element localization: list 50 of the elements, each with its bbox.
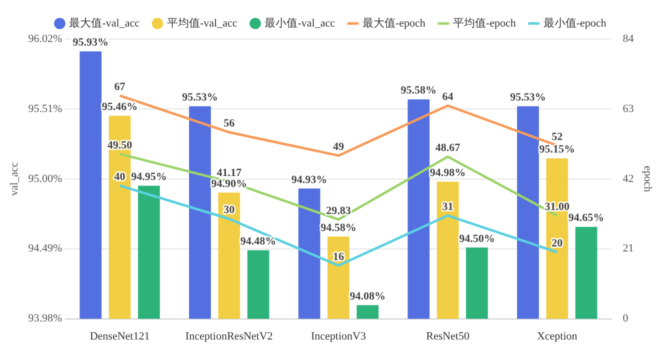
data-label: 95.46% <box>102 101 138 114</box>
legend-label: 平均值-val_acc <box>166 17 238 30</box>
data-label: 94.08% <box>350 290 386 302</box>
data-label: 64 <box>442 90 454 103</box>
legend-label: 最小值-epoch <box>543 16 607 30</box>
data-label: 16 <box>332 250 344 263</box>
y-tick-label: 96.02% <box>28 32 62 45</box>
y-tick-label: 94.49% <box>28 242 62 255</box>
x-tick-label: InceptionV3 <box>310 330 366 342</box>
y-axis-title: val_acc <box>8 162 20 196</box>
y2-tick-label: 63 <box>622 102 634 115</box>
data-label: 94.98% <box>430 166 466 179</box>
data-label: 20 <box>552 238 564 250</box>
x-tick-label: Xception <box>536 330 578 342</box>
data-label: 31 <box>442 200 454 213</box>
data-label: 95.53% <box>510 92 546 104</box>
x-tick-label: DenseNet121 <box>90 330 150 342</box>
y2-tick-label: 0 <box>622 312 629 325</box>
data-label: 67 <box>114 80 126 93</box>
y2-tick-label: 42 <box>622 172 634 185</box>
legend-label: 平均值-epoch <box>452 17 516 30</box>
legend-label: 最小值-val_acc <box>264 16 336 30</box>
data-label: 94.58% <box>320 222 356 234</box>
data-label: 95.53% <box>182 92 218 104</box>
y-tick-label: 93.98% <box>28 312 62 325</box>
data-label: 49 <box>332 140 344 153</box>
legend-label: 最大值-val_acc <box>69 16 140 30</box>
data-label: 94.65% <box>568 212 604 224</box>
data-label: 94.50% <box>459 232 495 245</box>
data-label: 52 <box>552 130 564 143</box>
data-label: 94.48% <box>240 236 276 248</box>
legend-label: 最大值-epoch <box>362 16 426 30</box>
y2-tick-label: 84 <box>622 32 634 45</box>
data-label: 95.15% <box>539 144 576 156</box>
data-label: 41.17 <box>216 167 242 180</box>
y-tick-label: 95.51% <box>28 102 62 115</box>
data-label: 95.58% <box>400 84 437 97</box>
y2-tick-label: 21 <box>622 242 634 255</box>
data-label: 29.83 <box>326 204 352 217</box>
y2-axis-title: epoch <box>642 166 654 193</box>
data-label: 30 <box>224 204 236 216</box>
y-tick-label: 95.00% <box>28 172 62 185</box>
data-label: 94.95% <box>131 171 167 184</box>
x-tick-label: ResNet50 <box>426 330 470 342</box>
data-label: 48.67 <box>435 142 461 154</box>
x-tick-label: InceptionResNetV2 <box>185 330 273 342</box>
data-label: 94.93% <box>291 174 328 186</box>
data-label: 95.93% <box>72 36 108 49</box>
data-label: 56 <box>224 118 236 130</box>
data-label: 40 <box>114 170 126 183</box>
